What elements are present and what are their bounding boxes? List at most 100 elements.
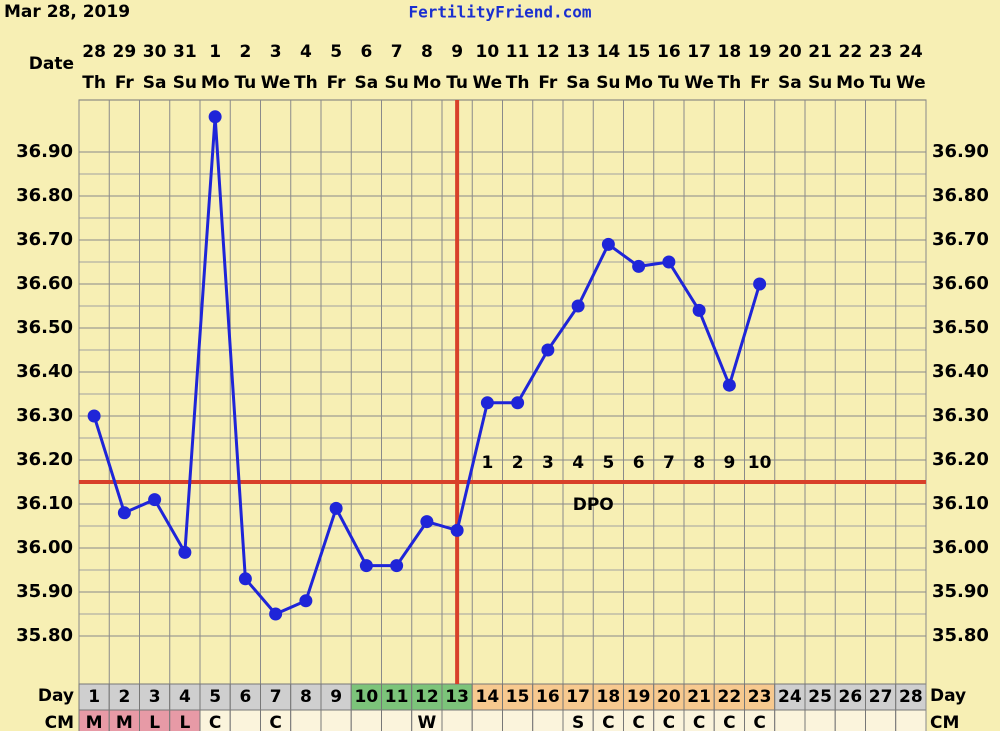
- day-cell: [592, 683, 624, 711]
- weekday-label: Mo: [836, 73, 865, 93]
- cycle-day: 7: [270, 687, 282, 707]
- weekday-label: Th: [82, 73, 106, 93]
- cycle-day: 12: [415, 687, 439, 707]
- day-cell: [865, 683, 897, 711]
- dpo-number: 3: [542, 453, 554, 473]
- date-label: 4: [300, 42, 312, 62]
- cycle-day: 22: [718, 687, 742, 707]
- weekday-label: Sa: [143, 73, 167, 93]
- cm-cell: [320, 709, 352, 731]
- cycle-day: 13: [445, 687, 469, 707]
- weekday-label: We: [473, 73, 503, 93]
- cycle-day: 17: [566, 687, 590, 707]
- row-label: Day: [930, 686, 966, 706]
- date-label: 24: [899, 42, 923, 62]
- date-label: 21: [808, 42, 832, 62]
- date-label: 8: [421, 42, 433, 62]
- temp-point: [450, 523, 464, 537]
- day-cell: [562, 683, 594, 711]
- dpo-number: 9: [723, 453, 735, 473]
- y-tick-label: 36.60: [16, 273, 73, 294]
- weekday-label: Sa: [778, 73, 802, 93]
- date-label: 22: [839, 42, 863, 62]
- cycle-day: 14: [476, 687, 500, 707]
- temp-point: [480, 396, 494, 410]
- y-tick-label: 36.80: [932, 185, 989, 206]
- cycle-day: 9: [330, 687, 342, 707]
- date-label: 29: [113, 42, 137, 62]
- day-cell: [169, 683, 201, 711]
- dpo-number: 8: [693, 453, 705, 473]
- y-tick-label: 35.80: [932, 625, 989, 646]
- cycle-day: 23: [748, 687, 772, 707]
- weekday-label: We: [896, 73, 926, 93]
- date-label: 30: [143, 42, 167, 62]
- temp-point: [601, 237, 615, 251]
- date-label: 6: [360, 42, 372, 62]
- date-label: 23: [869, 42, 893, 62]
- y-tick-label: 36.30: [932, 405, 989, 426]
- weekday-label: Su: [808, 73, 832, 93]
- cm-value: C: [632, 713, 644, 731]
- date-label: 11: [506, 42, 530, 62]
- day-cell: [381, 683, 413, 711]
- y-tick-label: 36.40: [932, 361, 989, 382]
- cm-value: L: [179, 713, 190, 731]
- day-cell: [78, 683, 110, 711]
- temp-point: [299, 594, 313, 608]
- cm-cell: [441, 709, 473, 731]
- weekday-label: Th: [718, 73, 742, 93]
- day-cell: [350, 683, 382, 711]
- cycle-day: 6: [239, 687, 251, 707]
- temp-point: [541, 343, 555, 357]
- y-tick-label: 36.90: [932, 141, 989, 162]
- day-cell: [804, 683, 836, 711]
- y-tick-label: 36.90: [16, 141, 73, 162]
- cycle-day: 25: [808, 687, 832, 707]
- y-tick-label: 36.60: [932, 273, 989, 294]
- date-label: 28: [82, 42, 106, 62]
- weekday-label: We: [684, 73, 714, 93]
- temp-point: [511, 396, 525, 410]
- cycle-day: 19: [627, 687, 651, 707]
- weekday-label: Th: [506, 73, 530, 93]
- weekday-label: Mo: [201, 73, 230, 93]
- cm-value: L: [149, 713, 160, 731]
- cycle-day: 18: [597, 687, 621, 707]
- date-label: 13: [566, 42, 590, 62]
- cycle-day: 10: [355, 687, 379, 707]
- weekday-label: Sa: [355, 73, 379, 93]
- y-tick-label: 36.20: [16, 449, 73, 470]
- weekday-label: Tu: [658, 73, 680, 93]
- weekday-label: Sa: [566, 73, 590, 93]
- row-label: CM: [45, 713, 74, 731]
- row-label: CM: [930, 713, 959, 731]
- day-cell: [139, 683, 171, 711]
- temp-point: [238, 572, 252, 586]
- weekday-label: We: [261, 73, 291, 93]
- cycle-day: 11: [385, 687, 409, 707]
- weekday-label: Th: [294, 73, 318, 93]
- date-label: 2: [239, 42, 251, 62]
- date-label: 7: [391, 42, 403, 62]
- cm-value: C: [723, 713, 735, 731]
- chart-date: Mar 28, 2019: [4, 2, 130, 22]
- y-tick-label: 35.90: [16, 581, 73, 602]
- date-label: 12: [536, 42, 560, 62]
- cm-value: C: [753, 713, 765, 731]
- y-tick-label: 36.50: [16, 317, 73, 338]
- weekday-label: Fr: [538, 73, 558, 93]
- cycle-day: 26: [839, 687, 863, 707]
- temp-point: [148, 493, 162, 507]
- cm-value: C: [269, 713, 281, 731]
- dpo-number: 2: [512, 453, 524, 473]
- cm-cell: [895, 709, 927, 731]
- cm-cell: [532, 709, 564, 731]
- day-cell: [108, 683, 140, 711]
- temp-point: [329, 501, 343, 515]
- row-label: Day: [38, 686, 74, 706]
- dpo-number: 10: [748, 453, 772, 473]
- temp-point: [571, 299, 585, 313]
- y-tick-label: 36.70: [16, 229, 73, 250]
